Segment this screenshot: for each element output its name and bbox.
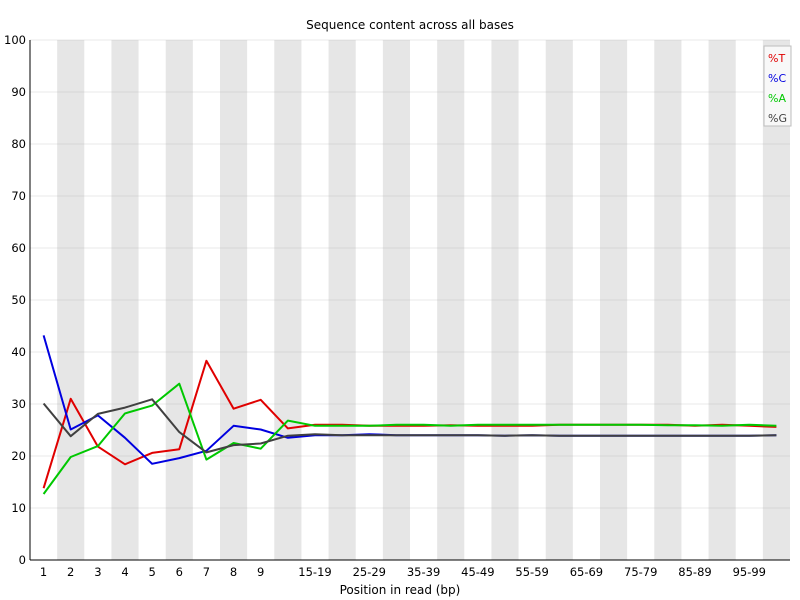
x-tick-label: 4 [121, 565, 128, 579]
series-line-a [42, 382, 777, 495]
chart-title: Sequence content across all bases [306, 18, 514, 32]
y-tick-label: 20 [11, 449, 26, 463]
x-tick-label: 2 [67, 565, 74, 579]
x-tick-label: 95-99 [733, 565, 766, 579]
x-axis-label: Position in read (bp) [340, 583, 461, 597]
x-tick-label: 35-39 [407, 565, 440, 579]
legend-entry-g: %G [768, 112, 787, 125]
legend-entry-c: %C [768, 72, 786, 85]
x-tick-label: 8 [230, 565, 237, 579]
x-tick-label: 5 [148, 565, 155, 579]
x-tick-label: 75-79 [624, 565, 657, 579]
x-tick-label: 9 [257, 565, 264, 579]
y-tick-label: 0 [19, 553, 26, 567]
y-tick-labels: 0 10 20 30 40 50 60 70 80 90 100 [4, 33, 26, 567]
y-tick-label: 50 [11, 293, 26, 307]
x-tick-label: 85-89 [678, 565, 711, 579]
x-tick-label: 25-29 [353, 565, 386, 579]
x-tick-label: 3 [94, 565, 101, 579]
axes [29, 40, 790, 561]
legend-entry-t: %T [768, 52, 785, 65]
legend: %T %C %A %G [763, 45, 792, 127]
y-tick-label: 30 [11, 397, 26, 411]
x-tick-label: 7 [203, 565, 210, 579]
x-tick-label: 45-49 [461, 565, 494, 579]
y-tick-label: 60 [11, 241, 26, 255]
x-tick-label: 1 [40, 565, 47, 579]
y-gridlines [30, 39, 790, 509]
series-line-g [42, 398, 777, 454]
x-tick-labels: 1 2 3 4 5 6 7 8 9 15-19 25-29 35-39 45-49 55-59 65-69 7… [40, 565, 766, 579]
x-tick-label: 15-19 [298, 565, 331, 579]
legend-box [763, 45, 792, 127]
x-tick-label: 55-59 [515, 565, 548, 579]
x-tick-label: 6 [176, 565, 183, 579]
x-tick-label: 65-69 [570, 565, 603, 579]
series-lines [42, 335, 777, 495]
y-tick-label: 80 [11, 137, 26, 151]
y-tick-label: 10 [11, 501, 26, 515]
y-tick-label: 70 [11, 189, 26, 203]
y-tick-label: 40 [11, 345, 26, 359]
legend-entry-a: %A [768, 92, 786, 105]
y-tick-label: 90 [11, 85, 26, 99]
y-tick-label: 100 [4, 33, 26, 47]
